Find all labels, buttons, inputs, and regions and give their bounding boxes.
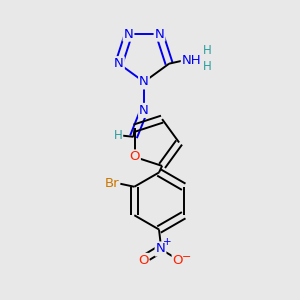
Text: H: H: [203, 44, 212, 57]
Text: N: N: [124, 28, 134, 40]
Text: O: O: [138, 254, 148, 267]
Text: H: H: [203, 60, 212, 73]
Text: +: +: [163, 237, 171, 248]
Text: N: N: [139, 75, 149, 88]
Text: N: N: [156, 242, 165, 256]
Text: Br: Br: [104, 177, 119, 190]
Text: O: O: [173, 254, 183, 267]
Text: N: N: [154, 28, 164, 40]
Text: H: H: [113, 129, 122, 142]
Text: N: N: [139, 104, 149, 117]
Text: N: N: [114, 57, 124, 70]
Text: O: O: [129, 151, 140, 164]
Text: −: −: [182, 252, 191, 262]
Text: NH: NH: [182, 54, 201, 67]
